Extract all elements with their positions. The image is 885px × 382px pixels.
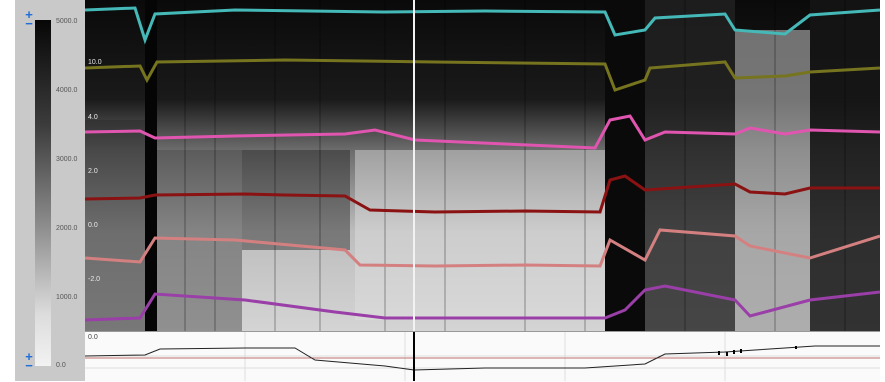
heatmap-region [735, 30, 810, 331]
top-zoom-control[interactable]: + − [22, 7, 36, 31]
bottom-strip-svg[interactable] [85, 332, 880, 381]
bottom-strip-plot[interactable]: 0.0 [85, 331, 880, 382]
heatmap-plot[interactable]: 10.0 4.0 2.0 0.0 -2.0 [85, 0, 880, 331]
heatmap-dark-column [605, 0, 645, 331]
color-scale-bar [35, 20, 51, 366]
series-line-purple [85, 284, 880, 322]
series-line-pink [85, 114, 880, 150]
strip-axis-label: 0.0 [88, 334, 98, 341]
heatmap-region [810, 0, 880, 331]
heatmap-svg[interactable] [85, 0, 880, 331]
scale-label-0: 0.0 [56, 362, 66, 369]
depth-label-10: 10.0 [88, 59, 102, 66]
series-line-olive [85, 58, 880, 92]
series-line-dark-red [85, 174, 880, 214]
heatmap-region [645, 0, 735, 331]
scale-label-1000: 1000.0 [56, 294, 78, 301]
scale-label-3000: 3000.0 [56, 156, 78, 163]
right-margin [880, 0, 885, 381]
zoom-out-icon[interactable]: − [25, 358, 33, 373]
heatmap-dark-column [145, 0, 157, 331]
heatmap-region [85, 120, 145, 331]
scale-label-4000: 4000.0 [56, 87, 78, 94]
series-line-teal [85, 6, 880, 45]
heatmap-region [242, 150, 350, 250]
color-scale-panel: + − 5000.0 4000.0 3000.0 2000.0 1000.0 0… [15, 0, 85, 381]
depth-label-2: 2.0 [88, 168, 98, 175]
zoom-in-icon[interactable]: + [25, 349, 33, 364]
series-line-salmon [85, 228, 880, 268]
depth-label-0: 0.0 [88, 222, 98, 229]
zoom-out-icon[interactable]: − [25, 16, 33, 31]
heatmap-region [355, 150, 605, 320]
bottom-zoom-control[interactable]: + − [22, 349, 36, 373]
zoom-in-icon[interactable]: + [25, 7, 33, 22]
depth-label-4: 4.0 [88, 114, 98, 121]
scale-label-2000: 2000.0 [56, 225, 78, 232]
depth-label-minus-2: -2.0 [88, 276, 101, 283]
scale-label-5000: 5000.0 [56, 18, 78, 25]
strip-series-line [85, 345, 880, 371]
